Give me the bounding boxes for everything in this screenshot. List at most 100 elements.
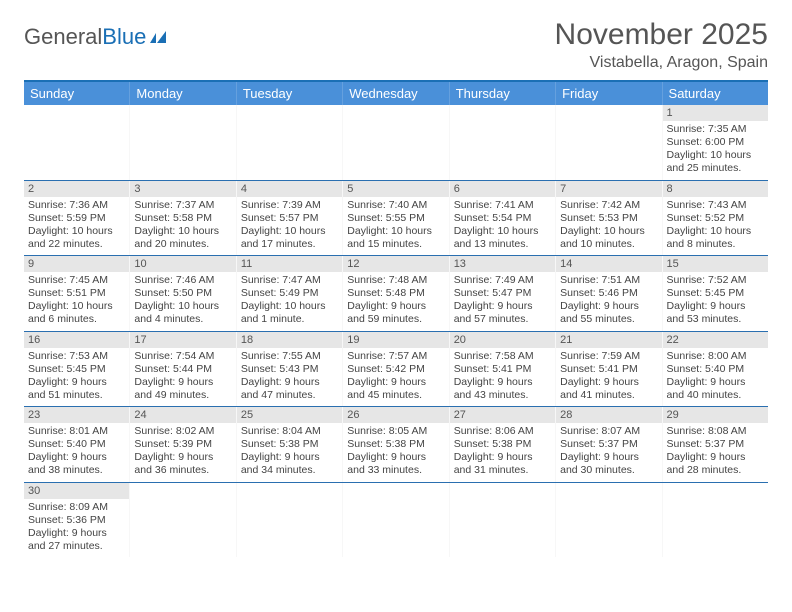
- sunrise-text: Sunrise: 7:58 AM: [454, 350, 551, 363]
- day-number: 5: [343, 181, 448, 197]
- day-cell: 14Sunrise: 7:51 AMSunset: 5:46 PMDayligh…: [556, 256, 662, 331]
- day-number: [450, 105, 555, 121]
- day-cell: [450, 483, 556, 558]
- day-body: Sunrise: 8:04 AMSunset: 5:38 PMDaylight:…: [237, 423, 342, 482]
- daylight-text: Daylight: 10 hours and 6 minutes.: [28, 300, 125, 326]
- day-number: 22: [663, 332, 768, 348]
- sunset-text: Sunset: 5:38 PM: [347, 438, 444, 451]
- daylight-text: Daylight: 9 hours and 53 minutes.: [667, 300, 764, 326]
- day-cell: 12Sunrise: 7:48 AMSunset: 5:48 PMDayligh…: [343, 256, 449, 331]
- day-number: 26: [343, 407, 448, 423]
- day-body: [343, 121, 448, 127]
- daylight-text: Daylight: 9 hours and 57 minutes.: [454, 300, 551, 326]
- sunset-text: Sunset: 5:48 PM: [347, 287, 444, 300]
- week-row: 16Sunrise: 7:53 AMSunset: 5:45 PMDayligh…: [24, 332, 768, 408]
- sunrise-text: Sunrise: 7:52 AM: [667, 274, 764, 287]
- day-number: 1: [663, 105, 768, 121]
- sunrise-text: Sunrise: 8:00 AM: [667, 350, 764, 363]
- day-cell: 16Sunrise: 7:53 AMSunset: 5:45 PMDayligh…: [24, 332, 130, 407]
- day-number: [556, 105, 661, 121]
- sunrise-text: Sunrise: 8:05 AM: [347, 425, 444, 438]
- daylight-text: Daylight: 9 hours and 41 minutes.: [560, 376, 657, 402]
- weekday-col: Thursday: [450, 82, 556, 105]
- month-title: November 2025: [555, 18, 768, 52]
- day-number: 29: [663, 407, 768, 423]
- day-cell: [343, 483, 449, 558]
- daylight-text: Daylight: 10 hours and 8 minutes.: [667, 225, 764, 251]
- day-cell: 2Sunrise: 7:36 AMSunset: 5:59 PMDaylight…: [24, 181, 130, 256]
- sunset-text: Sunset: 6:00 PM: [667, 136, 764, 149]
- day-number: 2: [24, 181, 129, 197]
- daylight-text: Daylight: 9 hours and 43 minutes.: [454, 376, 551, 402]
- sunset-text: Sunset: 5:57 PM: [241, 212, 338, 225]
- day-body: Sunrise: 7:36 AMSunset: 5:59 PMDaylight:…: [24, 197, 129, 256]
- sunset-text: Sunset: 5:43 PM: [241, 363, 338, 376]
- day-body: Sunrise: 7:57 AMSunset: 5:42 PMDaylight:…: [343, 348, 448, 407]
- day-cell: [237, 105, 343, 180]
- week-row: 2Sunrise: 7:36 AMSunset: 5:59 PMDaylight…: [24, 181, 768, 257]
- day-number: 11: [237, 256, 342, 272]
- daylight-text: Daylight: 9 hours and 27 minutes.: [28, 527, 125, 553]
- day-cell: 10Sunrise: 7:46 AMSunset: 5:50 PMDayligh…: [130, 256, 236, 331]
- sunrise-text: Sunrise: 7:53 AM: [28, 350, 125, 363]
- day-body: [450, 499, 555, 505]
- sunrise-text: Sunrise: 8:08 AM: [667, 425, 764, 438]
- day-number: 17: [130, 332, 235, 348]
- day-number: 13: [450, 256, 555, 272]
- daylight-text: Daylight: 9 hours and 40 minutes.: [667, 376, 764, 402]
- sunrise-text: Sunrise: 7:45 AM: [28, 274, 125, 287]
- day-body: Sunrise: 7:51 AMSunset: 5:46 PMDaylight:…: [556, 272, 661, 331]
- sunset-text: Sunset: 5:46 PM: [560, 287, 657, 300]
- daylight-text: Daylight: 10 hours and 15 minutes.: [347, 225, 444, 251]
- daylight-text: Daylight: 10 hours and 25 minutes.: [667, 149, 764, 175]
- day-number: 23: [24, 407, 129, 423]
- day-body: [237, 499, 342, 505]
- day-number: [24, 105, 129, 121]
- week-row: 23Sunrise: 8:01 AMSunset: 5:40 PMDayligh…: [24, 407, 768, 483]
- day-cell: 6Sunrise: 7:41 AMSunset: 5:54 PMDaylight…: [450, 181, 556, 256]
- day-body: [24, 121, 129, 127]
- day-number: 24: [130, 407, 235, 423]
- sunset-text: Sunset: 5:54 PM: [454, 212, 551, 225]
- location-text: Vistabella, Aragon, Spain: [555, 54, 768, 72]
- weekday-col: Tuesday: [237, 82, 343, 105]
- day-body: Sunrise: 7:37 AMSunset: 5:58 PMDaylight:…: [130, 197, 235, 256]
- sunset-text: Sunset: 5:39 PM: [134, 438, 231, 451]
- day-body: Sunrise: 8:08 AMSunset: 5:37 PMDaylight:…: [663, 423, 768, 482]
- day-body: Sunrise: 7:39 AMSunset: 5:57 PMDaylight:…: [237, 197, 342, 256]
- day-body: Sunrise: 7:35 AMSunset: 6:00 PMDaylight:…: [663, 121, 768, 180]
- sunrise-text: Sunrise: 7:57 AM: [347, 350, 444, 363]
- day-cell: 27Sunrise: 8:06 AMSunset: 5:38 PMDayligh…: [450, 407, 556, 482]
- day-cell: 25Sunrise: 8:04 AMSunset: 5:38 PMDayligh…: [237, 407, 343, 482]
- day-cell: [343, 105, 449, 180]
- daylight-text: Daylight: 10 hours and 17 minutes.: [241, 225, 338, 251]
- day-cell: [24, 105, 130, 180]
- day-cell: 11Sunrise: 7:47 AMSunset: 5:49 PMDayligh…: [237, 256, 343, 331]
- daylight-text: Daylight: 10 hours and 4 minutes.: [134, 300, 231, 326]
- day-number: 10: [130, 256, 235, 272]
- day-cell: 26Sunrise: 8:05 AMSunset: 5:38 PMDayligh…: [343, 407, 449, 482]
- sunset-text: Sunset: 5:41 PM: [560, 363, 657, 376]
- sunrise-text: Sunrise: 7:47 AM: [241, 274, 338, 287]
- day-cell: 15Sunrise: 7:52 AMSunset: 5:45 PMDayligh…: [663, 256, 768, 331]
- sunrise-text: Sunrise: 7:35 AM: [667, 123, 764, 136]
- day-number: 4: [237, 181, 342, 197]
- day-number: [343, 105, 448, 121]
- day-cell: 22Sunrise: 8:00 AMSunset: 5:40 PMDayligh…: [663, 332, 768, 407]
- sunrise-text: Sunrise: 7:49 AM: [454, 274, 551, 287]
- sunset-text: Sunset: 5:59 PM: [28, 212, 125, 225]
- day-cell: [663, 483, 768, 558]
- weekday-col: Monday: [130, 82, 236, 105]
- day-body: Sunrise: 8:06 AMSunset: 5:38 PMDaylight:…: [450, 423, 555, 482]
- sunset-text: Sunset: 5:52 PM: [667, 212, 764, 225]
- day-body: Sunrise: 7:59 AMSunset: 5:41 PMDaylight:…: [556, 348, 661, 407]
- day-body: [130, 499, 235, 505]
- logo: GeneralBlue: [24, 24, 172, 50]
- sunrise-text: Sunrise: 7:39 AM: [241, 199, 338, 212]
- day-cell: 29Sunrise: 8:08 AMSunset: 5:37 PMDayligh…: [663, 407, 768, 482]
- daylight-text: Daylight: 10 hours and 1 minute.: [241, 300, 338, 326]
- day-body: Sunrise: 7:55 AMSunset: 5:43 PMDaylight:…: [237, 348, 342, 407]
- day-cell: 9Sunrise: 7:45 AMSunset: 5:51 PMDaylight…: [24, 256, 130, 331]
- day-cell: 13Sunrise: 7:49 AMSunset: 5:47 PMDayligh…: [450, 256, 556, 331]
- sunrise-text: Sunrise: 7:46 AM: [134, 274, 231, 287]
